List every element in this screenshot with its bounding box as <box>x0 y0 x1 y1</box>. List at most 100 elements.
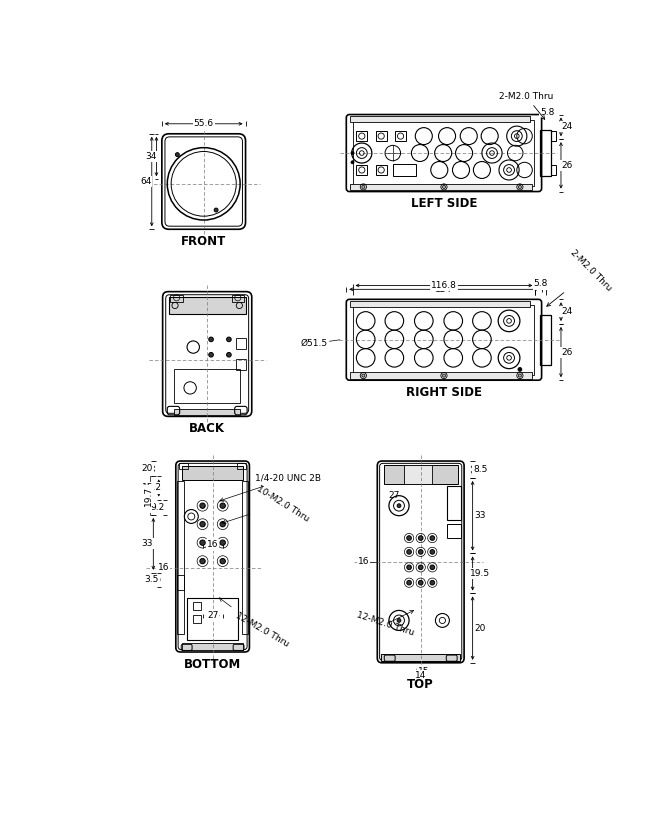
Text: 33: 33 <box>142 539 153 549</box>
Bar <box>356 131 367 142</box>
Text: 27: 27 <box>389 491 400 500</box>
Circle shape <box>220 503 226 508</box>
Bar <box>237 462 246 469</box>
Bar <box>174 368 240 404</box>
Text: 24: 24 <box>562 122 573 132</box>
Text: 19.7: 19.7 <box>144 486 153 506</box>
Bar <box>231 294 244 302</box>
Circle shape <box>407 550 411 555</box>
Circle shape <box>214 208 218 212</box>
Circle shape <box>419 581 423 585</box>
Circle shape <box>443 185 445 189</box>
Circle shape <box>518 374 521 377</box>
Bar <box>551 165 556 175</box>
Circle shape <box>518 185 521 189</box>
Text: Ø51.5: Ø51.5 <box>300 338 328 347</box>
Bar <box>177 575 183 591</box>
Bar <box>350 184 532 190</box>
Circle shape <box>443 374 445 377</box>
Text: 16: 16 <box>158 564 170 572</box>
Text: 5.8: 5.8 <box>534 279 548 289</box>
Text: 16: 16 <box>207 540 218 550</box>
Circle shape <box>430 565 435 570</box>
Bar <box>182 643 243 650</box>
Bar <box>177 481 183 633</box>
Circle shape <box>419 565 423 570</box>
Text: 1/4-20 UNC 2B: 1/4-20 UNC 2B <box>220 473 321 502</box>
Circle shape <box>200 503 205 508</box>
Bar <box>447 486 461 520</box>
Text: 14: 14 <box>415 671 427 680</box>
Bar <box>170 294 183 302</box>
Bar <box>395 131 406 142</box>
Text: 12-M2.0 Thru: 12-M2.0 Thru <box>219 598 291 649</box>
Circle shape <box>430 581 435 585</box>
Bar <box>404 465 432 484</box>
Text: 9: 9 <box>415 667 421 675</box>
Text: BOTTOM: BOTTOM <box>184 658 241 671</box>
Circle shape <box>209 337 213 341</box>
Bar <box>352 305 534 375</box>
Text: 34: 34 <box>146 152 157 161</box>
Circle shape <box>362 185 365 189</box>
Text: 10-M2.0 Thru: 10-M2.0 Thru <box>222 483 311 524</box>
Bar <box>236 338 246 349</box>
Circle shape <box>227 352 231 357</box>
Text: 64: 64 <box>140 177 151 186</box>
Bar <box>350 301 530 307</box>
Circle shape <box>200 522 205 527</box>
Circle shape <box>407 565 411 570</box>
Bar <box>447 524 461 538</box>
Text: 16: 16 <box>358 557 369 566</box>
Text: 33: 33 <box>474 511 486 520</box>
Circle shape <box>176 153 179 157</box>
Circle shape <box>220 522 226 527</box>
Text: 26: 26 <box>562 161 573 169</box>
Circle shape <box>209 352 213 357</box>
Text: 24: 24 <box>562 307 573 316</box>
Bar <box>356 164 367 175</box>
Circle shape <box>397 618 401 623</box>
Text: 12-M2.0 Thru: 12-M2.0 Thru <box>356 611 415 638</box>
Circle shape <box>362 374 365 377</box>
Bar <box>393 164 416 176</box>
Circle shape <box>518 367 522 372</box>
Text: 26: 26 <box>562 347 573 357</box>
Text: FRONT: FRONT <box>181 235 226 248</box>
Bar <box>193 602 201 610</box>
Bar <box>384 465 458 484</box>
Circle shape <box>407 536 411 540</box>
Circle shape <box>351 161 354 164</box>
Circle shape <box>227 337 231 341</box>
Bar <box>236 359 246 370</box>
Text: 20: 20 <box>474 623 486 633</box>
Text: 116.8: 116.8 <box>431 281 457 290</box>
Bar <box>193 615 201 623</box>
Bar <box>352 120 534 186</box>
Circle shape <box>419 536 423 540</box>
Text: LEFT SIDE: LEFT SIDE <box>411 197 477 211</box>
Bar <box>179 462 188 469</box>
Bar <box>169 297 246 314</box>
Bar <box>376 164 387 175</box>
Bar <box>182 466 243 480</box>
Circle shape <box>430 536 435 540</box>
Text: 20: 20 <box>142 464 153 473</box>
Text: 3.5: 3.5 <box>144 575 159 584</box>
Circle shape <box>397 503 401 508</box>
Text: 55.6: 55.6 <box>194 119 214 128</box>
Bar <box>540 130 551 176</box>
Bar <box>551 132 556 141</box>
Text: 124: 124 <box>436 284 452 294</box>
Circle shape <box>430 550 435 555</box>
Text: BACK: BACK <box>189 422 225 435</box>
Text: 27: 27 <box>207 612 218 620</box>
Bar <box>350 116 530 122</box>
Circle shape <box>407 581 411 585</box>
Text: 19.5: 19.5 <box>471 569 491 578</box>
Bar <box>376 131 387 142</box>
Text: RIGHT SIDE: RIGHT SIDE <box>406 386 482 399</box>
Circle shape <box>220 559 226 564</box>
Bar <box>381 654 460 661</box>
Text: 15.2: 15.2 <box>142 483 162 492</box>
